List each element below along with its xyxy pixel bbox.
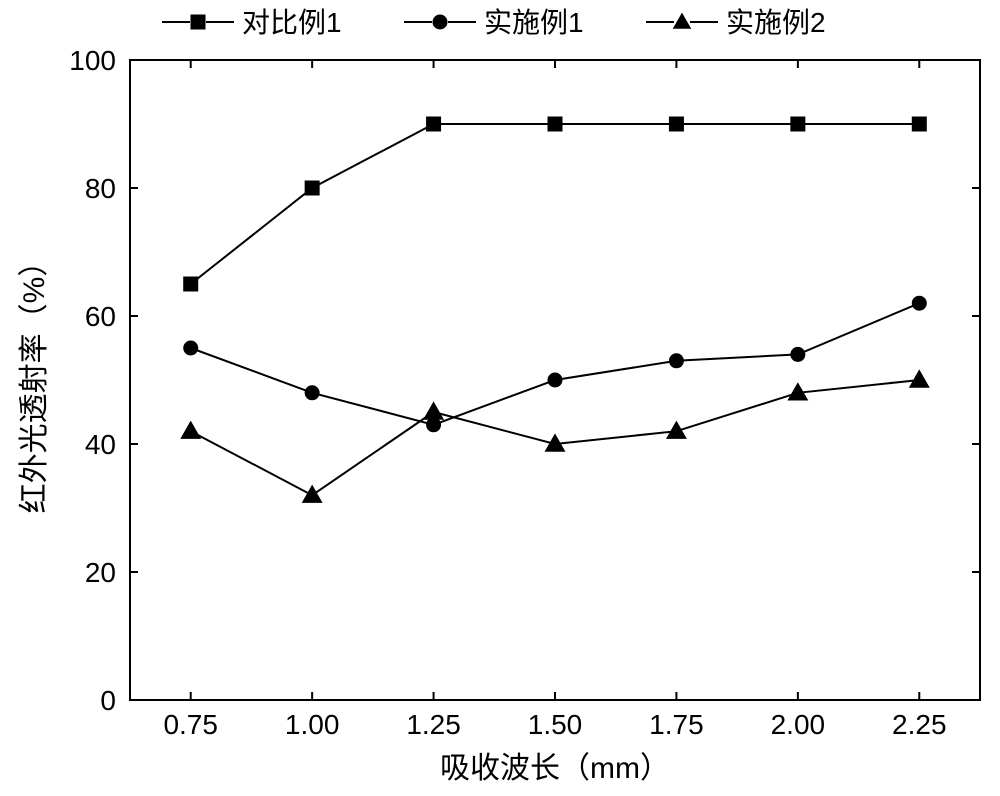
series-marker bbox=[548, 117, 562, 131]
x-tick-label: 1.75 bbox=[649, 709, 704, 740]
legend-label: 对比例1 bbox=[242, 7, 342, 38]
series-marker bbox=[912, 117, 926, 131]
x-tick-label: 2.00 bbox=[771, 709, 826, 740]
series-marker bbox=[669, 117, 683, 131]
legend-label: 实施例2 bbox=[726, 7, 826, 38]
legend: 对比例1 实施例1 实施例2 bbox=[162, 7, 826, 38]
y-tick-label: 60 bbox=[85, 301, 116, 332]
x-tick-label: 1.25 bbox=[406, 709, 461, 740]
y-tick-label: 80 bbox=[85, 173, 116, 204]
series-marker bbox=[305, 386, 319, 400]
series-marker bbox=[791, 347, 805, 361]
legend-label: 实施例1 bbox=[484, 7, 584, 38]
x-tick-label: 0.75 bbox=[163, 709, 218, 740]
x-tick-label: 2.25 bbox=[892, 709, 947, 740]
series-marker bbox=[184, 341, 198, 355]
y-axis-label: 红外光透射率（%） bbox=[18, 247, 51, 514]
legend-marker-icon bbox=[191, 15, 205, 29]
series-marker bbox=[305, 181, 319, 195]
series-marker bbox=[184, 277, 198, 291]
chart-container: 0.75 1.00 1.25 1.50 1.75 2.00 2.25 0 20 40 60 80 100… bbox=[0, 0, 1000, 796]
series-marker bbox=[669, 354, 683, 368]
series-marker bbox=[427, 418, 441, 432]
series-marker bbox=[791, 117, 805, 131]
chart-bg bbox=[0, 0, 1000, 796]
series-marker bbox=[548, 373, 562, 387]
x-tick-label: 1.50 bbox=[528, 709, 583, 740]
legend-marker-icon bbox=[433, 15, 447, 29]
y-tick-label: 0 bbox=[100, 685, 116, 716]
y-tick-label: 100 bbox=[69, 45, 116, 76]
x-tick-label: 1.00 bbox=[285, 709, 340, 740]
x-axis-label: 吸收波长（mm） bbox=[440, 752, 670, 785]
series-marker bbox=[427, 117, 441, 131]
y-tick-label: 40 bbox=[85, 429, 116, 460]
y-tick-label: 20 bbox=[85, 557, 116, 588]
series-marker bbox=[912, 296, 926, 310]
chart-svg: 0.75 1.00 1.25 1.50 1.75 2.00 2.25 0 20 40 60 80 100… bbox=[0, 0, 1000, 796]
